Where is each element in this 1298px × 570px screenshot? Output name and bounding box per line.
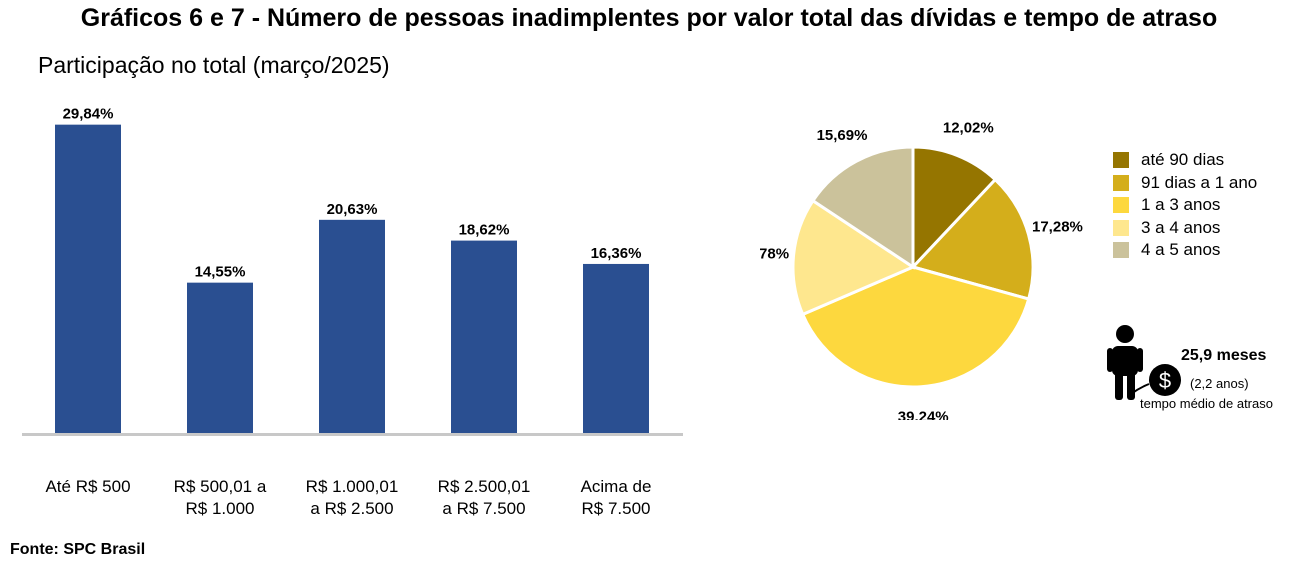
pie-slice [791,198,917,317]
pie-slice [800,265,1031,389]
legend-item: 1 a 3 anos [1113,194,1257,217]
pie-slice [910,177,1035,301]
category-label: R$ 500,01 a [174,477,267,496]
slice-value-label: 17,28% [1032,219,1083,236]
pie-legend: até 90 dias 91 dias a 1 ano 1 a 3 anos 3… [1113,149,1257,262]
pie-slice [810,145,915,270]
bar [319,219,385,433]
category-label: R$ 1.000,01 [306,477,399,496]
category-label: Acima de [581,477,652,496]
person-debt-icon: $ [1107,325,1181,400]
legend-swatch [1113,152,1129,169]
slice-value-label: 12,02% [943,120,994,137]
legend-label: 3 a 4 anos [1141,217,1221,237]
svg-text:$: $ [1159,368,1171,393]
legend-label: 4 a 5 anos [1141,240,1221,260]
chart-subtitle: Participação no total (março/2025) [38,52,390,78]
average-delay-description: tempo médio de atraso [1140,396,1273,411]
legend-item: até 90 dias [1113,149,1257,172]
pie-chart: 12,02% 17,28% 39,24% 15,78% 15,69% [760,120,1083,420]
pie-slice [911,145,998,271]
legend-label: até 90 dias [1141,150,1225,170]
legend-swatch [1113,219,1129,236]
legend-item: 3 a 4 anos [1113,217,1257,240]
category-label: Até R$ 500 [45,477,130,496]
bar-value-label: 20,63% [327,201,378,218]
legend-item: 91 dias a 1 ano [1113,172,1257,195]
bar [55,124,121,434]
bar-value-label: 18,62% [459,222,510,239]
category-label: R$ 2.500,01 [438,477,531,496]
legend-label: 1 a 3 anos [1141,195,1221,215]
category-label: a R$ 7.500 [442,499,525,518]
bar [583,263,649,433]
bar-value-label: 14,55% [195,264,246,281]
bar-chart: 29,84% Até R$ 500 14,55% R$ 500,01 a R$ 1.00… [22,106,683,518]
legend-swatch [1113,174,1129,191]
bar [187,282,253,433]
bar-value-label: 29,84% [63,106,114,123]
category-label: R$ 7.500 [582,499,651,518]
category-label: R$ 1.000 [186,499,255,518]
legend-swatch [1113,242,1129,259]
legend-item: 4 a 5 anos [1113,239,1257,262]
average-delay-value: 25,9 meses [1181,347,1267,364]
category-label: a R$ 2.500 [310,499,393,518]
bar-value-label: 16,36% [591,245,642,262]
chart-title: Gráficos 6 e 7 - Número de pessoas inadi… [80,4,1218,32]
source-note: Fonte: SPC Brasil [10,541,146,558]
bar [451,240,517,433]
slice-value-label: 39,24% [898,409,949,420]
legend-label: 91 dias a 1 ano [1141,172,1258,192]
legend-swatch [1113,197,1129,214]
average-delay-years: (2,2 anos) [1190,376,1249,391]
slice-value-label: 15,78% [760,246,789,263]
slice-value-label: 15,69% [817,127,868,144]
